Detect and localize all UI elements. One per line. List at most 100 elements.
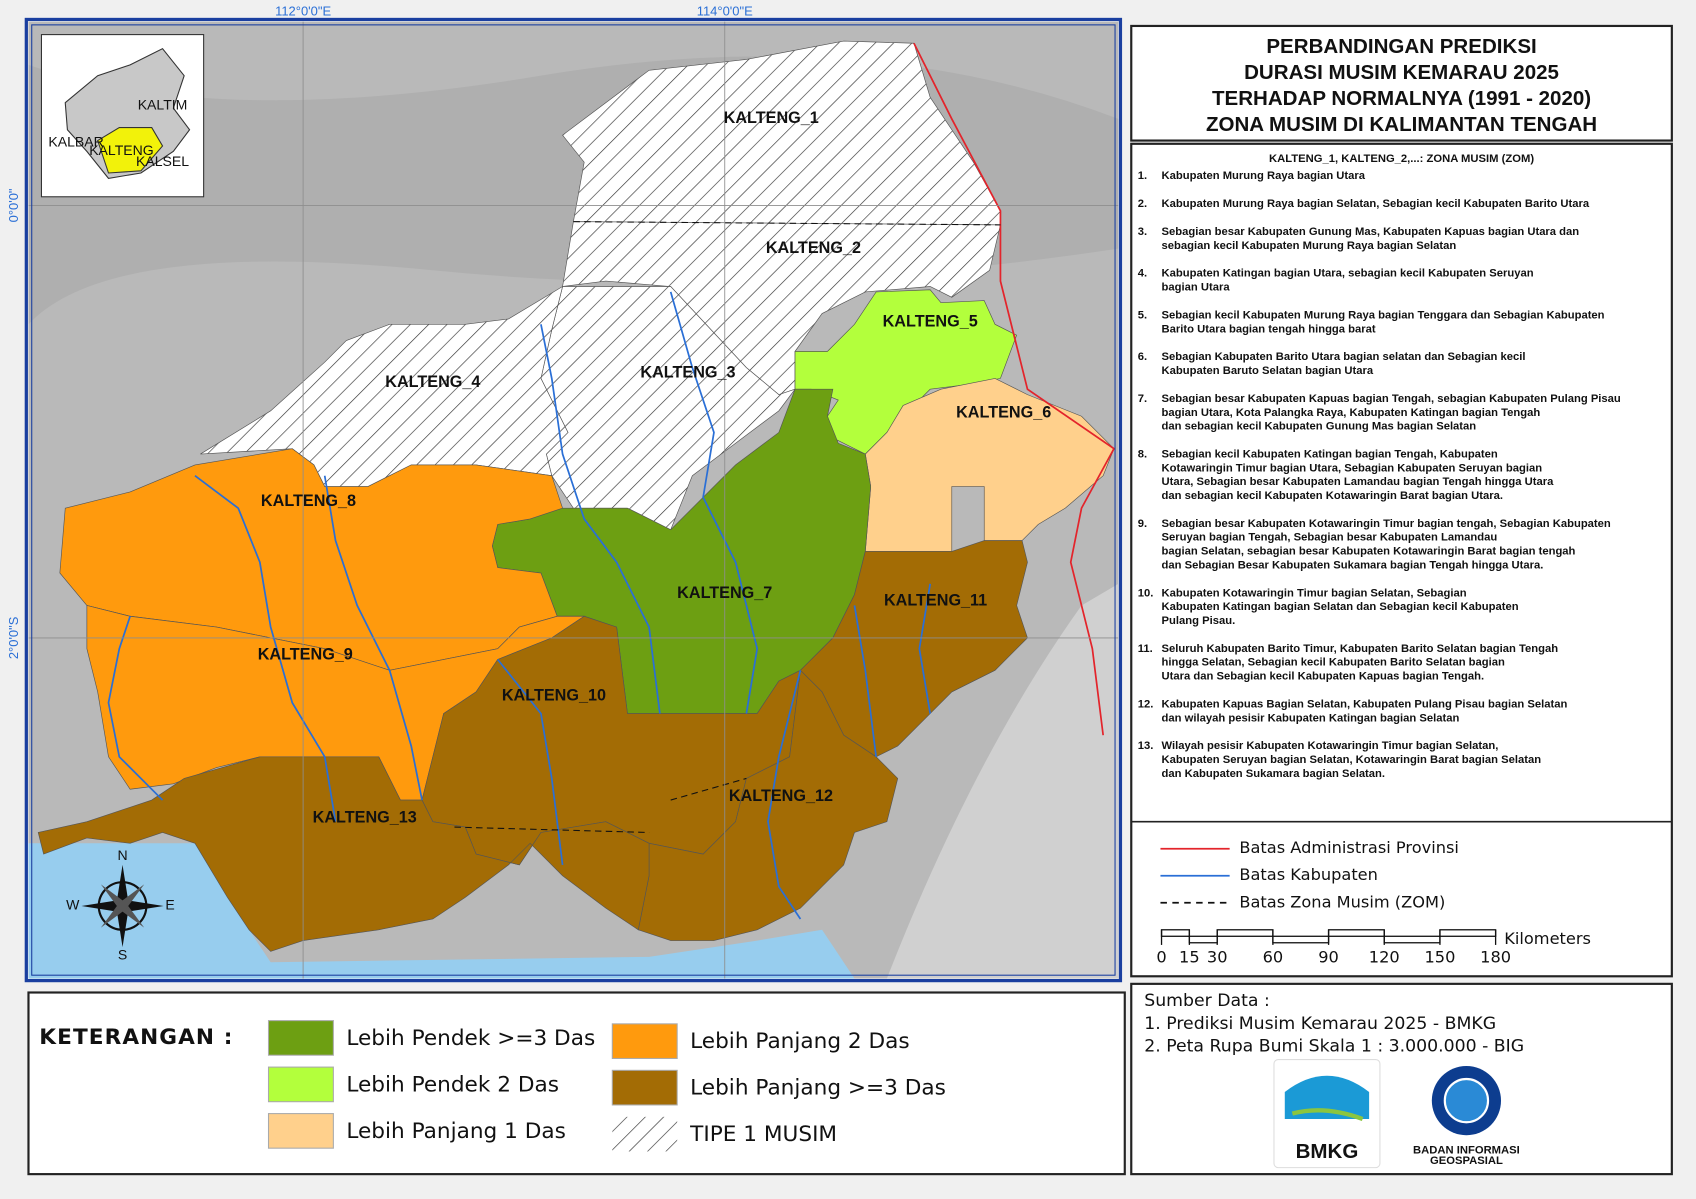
zone-item-text: Kabupaten Murung Raya bagian Utara [1162, 170, 1366, 182]
compass-letter: N [117, 847, 127, 863]
zone-item-text: Pulang Pisau. [1162, 615, 1236, 627]
sources-item: 1. Prediksi Musim Kemarau 2025 - BMKG [1144, 1014, 1496, 1034]
inset-map [40, 34, 205, 198]
legend-swatch [267, 1066, 334, 1103]
zone-item-number: 12. [1138, 698, 1154, 710]
zone-item-text: Sebagian kecil Kabupaten Murung Raya bag… [1162, 309, 1605, 321]
zone-line [573, 221, 1001, 226]
zone-item-text: hingga Selatan, Sebagian kecil Kabupaten… [1162, 657, 1505, 669]
inset-kalteng [97, 127, 164, 174]
texts: KALTENG_1 KALTENG_2 KALTENG_3 KALTENG_4 KALT… [6, 3, 1621, 1167]
scale-label: 150 [1424, 947, 1455, 966]
district-line [918, 583, 932, 714]
info-box [1130, 142, 1673, 978]
zone-label: KALTENG_11 [884, 591, 987, 609]
zone-label: KALTENG_10 [502, 687, 606, 705]
zone-label: KALTENG_4 [385, 373, 480, 391]
bmkg-logo-mark [1284, 1075, 1370, 1119]
zone-item-text: Sebagian Kabupaten Barito Utara bagian s… [1162, 351, 1526, 363]
legend-label: Lebih Panjang 2 Das [690, 1029, 910, 1054]
district-line [669, 291, 759, 714]
legend-swatch [611, 1069, 678, 1106]
compass-letter: W [66, 897, 80, 913]
province-line [913, 42, 1116, 736]
boundary-label: Batas Zona Musim (ZOM) [1239, 892, 1445, 911]
zone-label: KALTENG_3 [640, 363, 735, 381]
zone-area [37, 756, 650, 952]
coordinate-label: 112°0'0"E [275, 3, 331, 18]
map-border-inner [31, 24, 1116, 976]
coordinate-label: 114°0'0"E [697, 3, 753, 18]
scale-segment [1327, 929, 1385, 937]
boundary-label: Batas Kabupaten [1239, 865, 1378, 884]
map-title: ZONA MUSIM DI KALIMANTAN TENGAH [1206, 113, 1597, 136]
district-line [497, 658, 564, 866]
zone-item-text: dan sebagian kecil Kabupaten Gunung Mas … [1162, 421, 1477, 433]
zone-item-text: Kabupaten Seruyan bagian Selatan, Kotawa… [1162, 754, 1542, 766]
zone-item-text: bagian Selatan, sebagian besar Kabupaten… [1162, 546, 1576, 558]
zone-item-text: Kabupaten Baruto Selatan bagian Utara [1162, 365, 1374, 377]
scale-segment [1188, 935, 1218, 944]
zone-label: KALTENG_12 [729, 787, 833, 805]
zone-item-text: sebagian kecil Kabupaten Murung Raya bag… [1162, 240, 1457, 252]
zone-item-number: 4. [1138, 268, 1147, 280]
title-box [1130, 24, 1673, 142]
province-boundary [913, 42, 1116, 736]
zone-item-number: 6. [1138, 351, 1147, 363]
map [28, 21, 1119, 979]
zone-item-text: Sebagian besar Kabupaten Gunung Mas, Kab… [1162, 226, 1580, 238]
coordinate-label: 0°0'0" [6, 188, 21, 222]
inset-label: KALSEL [136, 153, 189, 169]
legend-label: Lebih Pendek 2 Das [346, 1072, 559, 1097]
scale-label: 180 [1480, 947, 1511, 966]
map-title: TERHADAP NORMALNYA (1991 - 2020) [1212, 87, 1591, 110]
graticule [28, 21, 1119, 979]
zone-item-text: Sebagian kecil Kabupaten Katingan bagian… [1162, 448, 1498, 460]
district-line [540, 324, 661, 714]
zone-item-text: dan Sebagian Besar Kabupaten Sukamara ba… [1162, 559, 1544, 571]
zone-item-text: Kabupaten Katingan bagian Selatan dan Se… [1162, 601, 1519, 613]
zone-boundaries [454, 221, 1001, 834]
zone-label: KALTENG_5 [883, 312, 978, 330]
zone-item-text: Sebagian besar Kabupaten Kotawaringin Ti… [1162, 518, 1611, 530]
sources-box [1130, 982, 1673, 1176]
compass-letter: E [165, 897, 174, 913]
zone-item-text: Kabupaten Katingan bagian Utara, sebagia… [1162, 268, 1534, 280]
zone-item-number: 5. [1138, 309, 1147, 321]
scale-label: 60 [1263, 947, 1284, 966]
inset-label: KALTIM [138, 97, 188, 113]
zone-item-number: 9. [1138, 518, 1147, 530]
zone-label: KALTENG_13 [313, 809, 417, 827]
zone-item-number: 11. [1138, 643, 1153, 655]
sea [28, 843, 855, 979]
big-logo-text: GEOSPASIAL [1430, 1155, 1503, 1167]
zone-label: KALTENG_6 [956, 403, 1051, 421]
bmkg-logo [1273, 1058, 1381, 1169]
zone-item-text: Wilayah pesisir Kabupaten Kotawaringin T… [1162, 740, 1499, 752]
scale-segment [1216, 929, 1274, 937]
zone-item-text: bagian Utara [1162, 282, 1231, 294]
map-title: PERBANDINGAN PREDIKSI [1266, 35, 1536, 58]
zone-label: KALTENG_9 [258, 645, 353, 663]
inset-label: KALBAR [48, 133, 103, 149]
zone-item-text: bagian Utara, Kota Palangka Raya, Kabupa… [1162, 407, 1541, 419]
zone-item-text: Barito Utara bagian tengah hingga barat [1162, 323, 1376, 335]
zone-label: KALTENG_2 [766, 239, 861, 257]
bmkg-logo-text: BMKG [1296, 1140, 1359, 1163]
legend-title: KETERANGAN : [39, 1025, 233, 1050]
zone-area [799, 540, 1028, 758]
coordinate-label: 2°0'0"S [6, 616, 21, 659]
legend-label: TIPE 1 MUSIM [689, 1122, 837, 1147]
zone-item-text: Seruyan bagian Tengah, Sebagian besar Ka… [1162, 532, 1498, 544]
zone-item-text: Kotawaringin Timur bagian Utara, Sebagia… [1162, 462, 1543, 474]
legend-swatch [267, 1020, 334, 1056]
scale-unit: Kilometers [1504, 929, 1591, 948]
zone-item-number: 8. [1138, 448, 1147, 460]
zone-line [670, 777, 747, 801]
scale-label: 90 [1318, 947, 1339, 966]
zone-item-number: 2. [1138, 198, 1147, 210]
legend-swatch [267, 1113, 334, 1149]
